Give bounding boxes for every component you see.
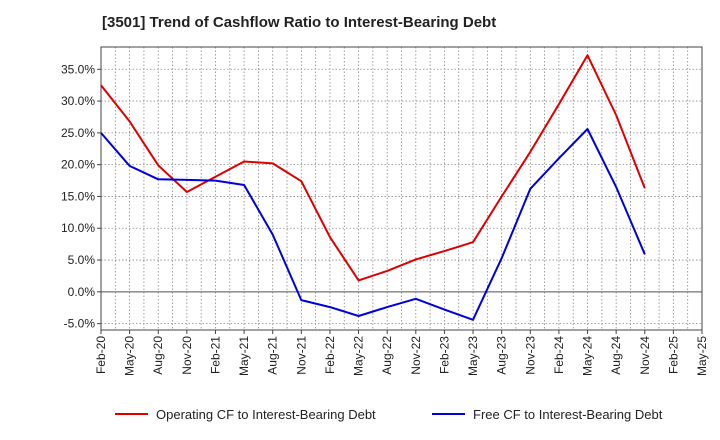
x-tick-label: Nov-23 — [523, 336, 537, 375]
y-tick-label: 10.0% — [61, 221, 95, 235]
x-tick-label: May-22 — [352, 336, 366, 376]
x-tick-label: Feb-22 — [323, 336, 337, 374]
x-tick-label: Aug-24 — [609, 336, 623, 375]
x-tick-label: Nov-22 — [409, 336, 423, 375]
x-tick-label: Nov-21 — [294, 336, 308, 375]
y-tick-label: -5.0% — [64, 317, 96, 331]
x-tick-label: May-23 — [466, 336, 480, 376]
x-tick-label: Feb-25 — [666, 336, 680, 374]
chart-title: [3501] Trend of Cashflow Ratio to Intere… — [102, 14, 497, 31]
x-tick-label: Feb-21 — [208, 336, 222, 374]
series-line-1 — [100, 54, 646, 282]
series-line-2 — [100, 128, 646, 321]
y-tick-label: 5.0% — [68, 253, 96, 267]
x-tick-label: May-25 — [695, 336, 709, 376]
y-tick-label: 15.0% — [61, 189, 95, 203]
plot-border — [100, 46, 703, 331]
y-tick-label: 25.0% — [61, 126, 95, 140]
x-tick-label: May-20 — [123, 336, 137, 376]
x-tick-label: Nov-24 — [638, 336, 652, 375]
x-tick-label: Feb-24 — [552, 336, 566, 374]
x-tick-label: Aug-23 — [495, 336, 509, 375]
x-tick-label: Aug-21 — [266, 336, 280, 375]
x-tick-label: Aug-22 — [380, 336, 394, 375]
x-tick-label: May-24 — [581, 336, 595, 376]
x-tick-label: Nov-20 — [180, 336, 194, 375]
x-tick-label: Feb-20 — [94, 336, 108, 374]
y-tick-label: 35.0% — [61, 62, 95, 76]
legend-label-2: Free CF to Interest-Bearing Debt — [473, 407, 663, 422]
x-tick-label: Feb-23 — [437, 336, 451, 374]
x-tick-label: May-21 — [237, 336, 251, 376]
y-tick-label: 30.0% — [61, 94, 95, 108]
y-tick-label: 0.0% — [68, 285, 96, 299]
y-tick-label: 20.0% — [61, 158, 95, 172]
x-tick-label: Aug-20 — [151, 336, 165, 375]
legend-label-1: Operating CF to Interest-Bearing Debt — [156, 407, 376, 422]
